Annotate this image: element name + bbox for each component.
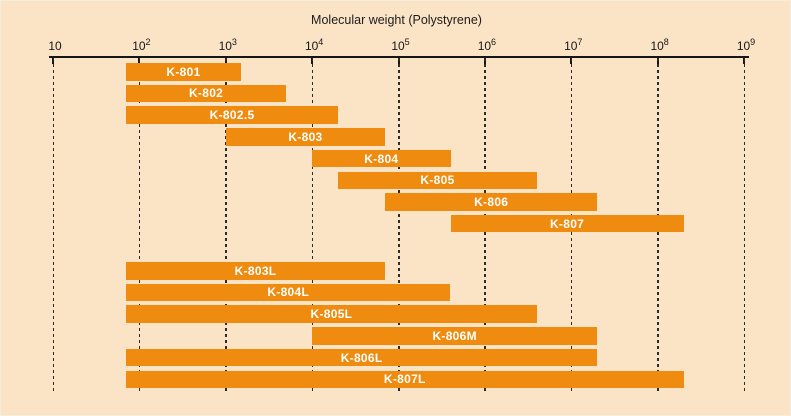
- gridline: [138, 58, 141, 394]
- bar-k-801: K-801: [125, 63, 241, 81]
- gridline: [225, 58, 227, 394]
- bar-label: K-802: [188, 86, 224, 101]
- bar-k-802: K-802: [125, 84, 287, 103]
- bar-k-807l: K-807L: [125, 370, 684, 388]
- gridline: [311, 58, 314, 394]
- bar-label: K-806M: [432, 328, 477, 343]
- bar-label: K-807L: [383, 372, 426, 387]
- bar-label: K-804: [364, 151, 399, 166]
- x-tick-label: 102: [132, 37, 151, 54]
- bar-label: K-806L: [340, 350, 383, 365]
- gridline: [52, 58, 54, 394]
- bar-k-802-5: K-802.5: [125, 106, 339, 124]
- bar-k-803: K-803: [225, 128, 386, 146]
- bar-label: K-802.5: [209, 108, 255, 123]
- bar-k-806m: K-806M: [312, 327, 598, 345]
- bar-label: K-807: [549, 216, 585, 231]
- bar-k-803l: K-803L: [125, 262, 386, 280]
- bar-label: K-801: [166, 64, 201, 79]
- bar-label: K-805L: [310, 307, 353, 322]
- bar-label: K-804L: [267, 285, 310, 300]
- x-tick-label: 109: [736, 37, 756, 54]
- bar-k-806: K-806: [385, 193, 598, 211]
- x-tick-label: 107: [564, 37, 583, 54]
- bar-k-805l: K-805L: [125, 305, 537, 323]
- x-tick-label: 108: [650, 37, 669, 54]
- gridline: [743, 58, 745, 394]
- bar-k-804: K-804: [312, 149, 451, 168]
- bar-k-804l: K-804L: [125, 283, 451, 302]
- x-tick-label: 106: [477, 37, 497, 54]
- bar-label: K-806: [474, 194, 509, 209]
- bar-k-807: K-807: [450, 214, 684, 233]
- gridline: [398, 58, 400, 394]
- bar-k-806l: K-806L: [125, 348, 598, 367]
- x-axis-line: [49, 56, 749, 58]
- bar-label: K-803L: [234, 263, 277, 278]
- x-tick-label: 10: [48, 39, 62, 53]
- chart-title: Molecular weight (Polystyrene): [311, 13, 482, 27]
- bar-label: K-805: [420, 173, 455, 188]
- x-tick-label: 104: [304, 37, 324, 54]
- bar-label: K-803: [288, 129, 323, 144]
- x-tick-label: 105: [391, 37, 410, 54]
- bar-k-805: K-805: [338, 171, 537, 189]
- x-tick-label: 103: [218, 37, 237, 54]
